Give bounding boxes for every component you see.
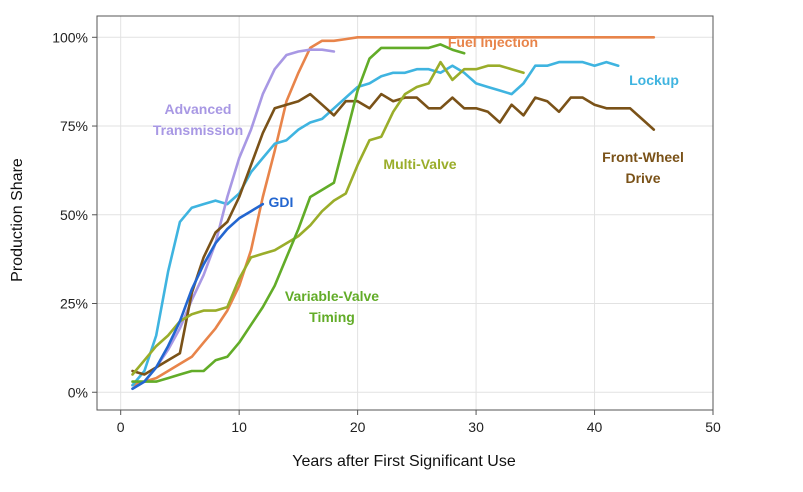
- x-tick-label: 40: [587, 419, 603, 435]
- series-line-advanced-transmission: [131, 48, 336, 391]
- y-tick-label: 50%: [60, 207, 88, 223]
- axis-ticks: 0 10 20 30 40 50 0% 25% 50% 75% 100%: [52, 29, 721, 435]
- x-tick-label: 10: [231, 419, 247, 435]
- series-label-multi-valve: Multi-Valve: [383, 156, 456, 172]
- series-line-variable-valve-timing: [131, 43, 466, 383]
- y-tick-label: 75%: [60, 118, 88, 134]
- series-label-variable-valve-timing: Variable-Valve Timing: [285, 288, 379, 325]
- series-label-fuel-injection: Fuel Injection: [448, 34, 538, 50]
- series-lines: [131, 35, 656, 391]
- series-label-gdi: GDI: [269, 194, 294, 210]
- series-label-lockup: Lockup: [629, 72, 679, 88]
- y-tick-label: 25%: [60, 296, 88, 312]
- series-labels: Fuel Injection Lockup Advanced Transmission…: [153, 34, 684, 325]
- series-line-multi-valve: [131, 60, 525, 376]
- y-axis-title: Production Share: [9, 158, 26, 282]
- x-tick-label: 20: [350, 419, 366, 435]
- series-line-gdi: [131, 202, 265, 391]
- x-tick-label: 30: [468, 419, 484, 435]
- series-line-fuel-injection: [131, 35, 656, 387]
- y-tick-label: 100%: [52, 29, 88, 45]
- x-tick-label: 50: [705, 419, 721, 435]
- series-line-lockup: [131, 60, 620, 387]
- series-label-advanced-transmission: Advanced Transmission: [153, 101, 243, 138]
- plot-area-frame: [96, 15, 714, 411]
- series-line-front-wheel-drive: [131, 92, 656, 376]
- x-axis-title: Years after First Significant Use: [292, 453, 516, 470]
- y-tick-label: 0%: [68, 384, 88, 400]
- x-tick-label: 0: [117, 419, 125, 435]
- series-label-front-wheel-drive: Front-Wheel Drive: [602, 149, 684, 186]
